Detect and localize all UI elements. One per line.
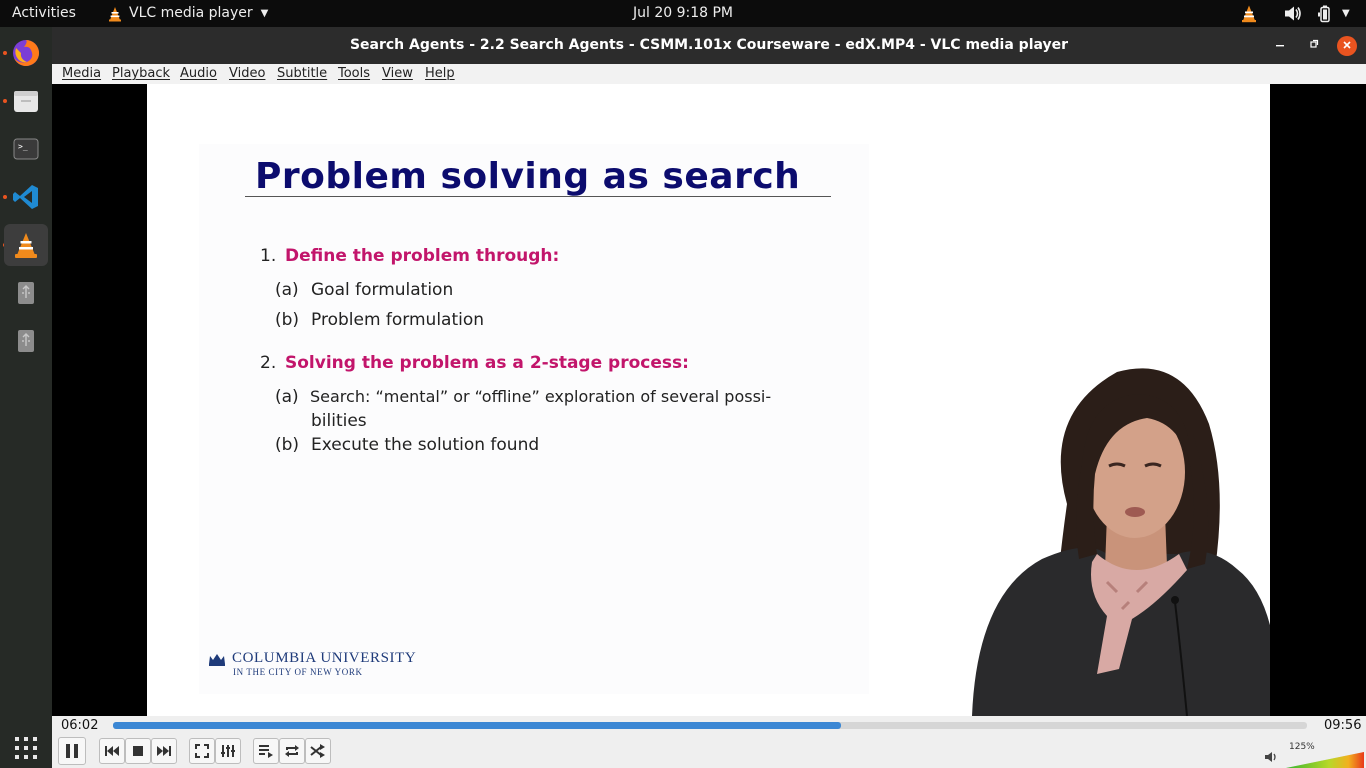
usb-drive-icon: [18, 330, 34, 352]
slide-title: Problem solving as search: [255, 156, 801, 197]
equalizer-icon: [221, 745, 235, 757]
running-indicator: [3, 99, 7, 103]
stop-button[interactable]: [125, 738, 151, 764]
elapsed-time[interactable]: 06:02: [61, 718, 99, 733]
folder-icon: [14, 91, 38, 112]
firefox-icon: [13, 40, 39, 66]
seek-bar[interactable]: [113, 722, 1307, 729]
seek-bar-progress: [113, 722, 842, 729]
minimize-icon: [1276, 45, 1284, 47]
slide-item-heading: Define the problem through:: [285, 246, 560, 266]
next-button[interactable]: [151, 738, 177, 764]
running-indicator: [3, 195, 7, 199]
slide-title-rule: [245, 196, 831, 197]
slide-item-number: 2.: [260, 353, 277, 373]
svg-text:>_: >_: [18, 142, 28, 151]
shuffle-button[interactable]: [305, 738, 331, 764]
dock-usb-drive[interactable]: [4, 320, 48, 362]
menu-media[interactable]: Media: [62, 66, 102, 81]
vscode-icon: [13, 185, 38, 209]
skip-back-icon: [105, 746, 119, 756]
fullscreen-icon: [195, 744, 209, 758]
crown-icon: [209, 653, 225, 666]
slide-subitem-label: (a): [275, 387, 299, 407]
extended-settings-button[interactable]: [215, 738, 241, 764]
clock[interactable]: Jul 20 9:18 PM: [632, 5, 734, 21]
slide-subitem-label: (b): [275, 435, 300, 455]
close-button[interactable]: [1337, 36, 1357, 56]
terminal-icon: >_: [13, 138, 39, 160]
vlc-window: Search Agents - 2.2 Search Agents - CSMM…: [52, 27, 1366, 768]
menu-help[interactable]: Help: [425, 66, 455, 81]
menu-audio[interactable]: Audio: [180, 66, 217, 81]
app-menu-label: VLC media player: [129, 5, 253, 21]
dock: >_: [0, 27, 52, 768]
previous-button[interactable]: [99, 738, 125, 764]
system-menu-chevron-icon[interactable]: ▼: [1342, 8, 1350, 19]
usb-drive-icon: [18, 282, 34, 304]
stop-icon: [133, 746, 143, 756]
app-menu[interactable]: VLC media player ▼: [108, 0, 268, 27]
show-applications-icon[interactable]: [13, 735, 39, 761]
maximize-button[interactable]: [1304, 36, 1324, 56]
battery-icon[interactable]: [1316, 0, 1334, 27]
video-frame: Problem solving as search 1. Define the …: [147, 84, 1270, 716]
columbia-logo: COLUMBIA UNIVERSITY IN THE CITY OF NEW Y…: [207, 650, 416, 677]
slide-subitem-label: (b): [275, 310, 300, 330]
close-icon: [1343, 41, 1351, 49]
volume-slider[interactable]: [1286, 752, 1364, 768]
vlc-tray-icon[interactable]: [1241, 0, 1257, 27]
pause-icon: [66, 744, 78, 758]
minimize-button[interactable]: [1270, 36, 1290, 56]
total-time[interactable]: 09:56: [1324, 718, 1362, 733]
title-bar[interactable]: Search Agents - 2.2 Search Agents - CSMM…: [52, 27, 1366, 64]
playlist-icon: [259, 745, 273, 758]
dock-terminal[interactable]: >_: [4, 128, 48, 170]
slide-subitem-label: (a): [275, 280, 299, 300]
volume-icon[interactable]: [1284, 0, 1302, 27]
dock-vscode[interactable]: [4, 176, 48, 218]
speaker-icon[interactable]: [1264, 751, 1278, 763]
menu-view[interactable]: View: [382, 66, 413, 81]
shuffle-icon: [310, 744, 325, 758]
slide-subitem: Execute the solution found: [311, 435, 540, 455]
loop-button[interactable]: [279, 738, 305, 764]
playlist-button[interactable]: [253, 738, 279, 764]
logo-university-name: COLUMBIA UNIVERSITY: [232, 650, 417, 666]
playback-controls: 06:02 09:56: [52, 716, 1366, 768]
presenter-figure: [972, 368, 1270, 716]
slide-subitem-continuation: bilities: [311, 411, 367, 431]
dock-firefox[interactable]: [4, 32, 48, 74]
skip-forward-icon: [157, 746, 171, 756]
dock-usb-drive[interactable]: [4, 272, 48, 314]
dock-files[interactable]: [4, 80, 48, 122]
volume-level: 125%: [1289, 742, 1315, 752]
window-title: Search Agents - 2.2 Search Agents - CSMM…: [349, 37, 1069, 53]
menu-bar: Media Playback Audio Video Subtitle Tool…: [52, 64, 1366, 84]
vlc-icon: [15, 233, 37, 258]
slide-item-number: 1.: [260, 246, 277, 266]
lecture-slide: [199, 144, 869, 694]
slide-subitem: Problem formulation: [311, 310, 485, 330]
chevron-down-icon: ▼: [260, 8, 269, 19]
activities-button[interactable]: Activities: [12, 5, 76, 21]
slide-item-heading: Solving the problem as a 2-stage process…: [285, 353, 689, 373]
slide-subitem: Goal formulation: [311, 280, 454, 300]
menu-tools[interactable]: Tools: [338, 66, 371, 81]
dock-vlc[interactable]: [4, 224, 48, 266]
running-indicator: [3, 51, 7, 55]
menu-video[interactable]: Video: [229, 66, 266, 81]
pause-button[interactable]: [58, 737, 86, 765]
top-bar: Activities VLC media player ▼ Jul 20 9:1…: [0, 0, 1366, 27]
menu-subtitle[interactable]: Subtitle: [277, 66, 328, 81]
slide-subitem: Search: “mental” or “offline” exploratio…: [310, 387, 772, 406]
fullscreen-button[interactable]: [189, 738, 215, 764]
menu-playback[interactable]: Playback: [112, 66, 171, 81]
video-area[interactable]: Problem solving as search 1. Define the …: [52, 84, 1366, 716]
restore-icon: [1310, 39, 1319, 48]
logo-subtitle: IN THE CITY OF NEW YORK: [233, 667, 363, 677]
loop-icon: [285, 745, 299, 757]
vlc-icon: [109, 6, 121, 21]
